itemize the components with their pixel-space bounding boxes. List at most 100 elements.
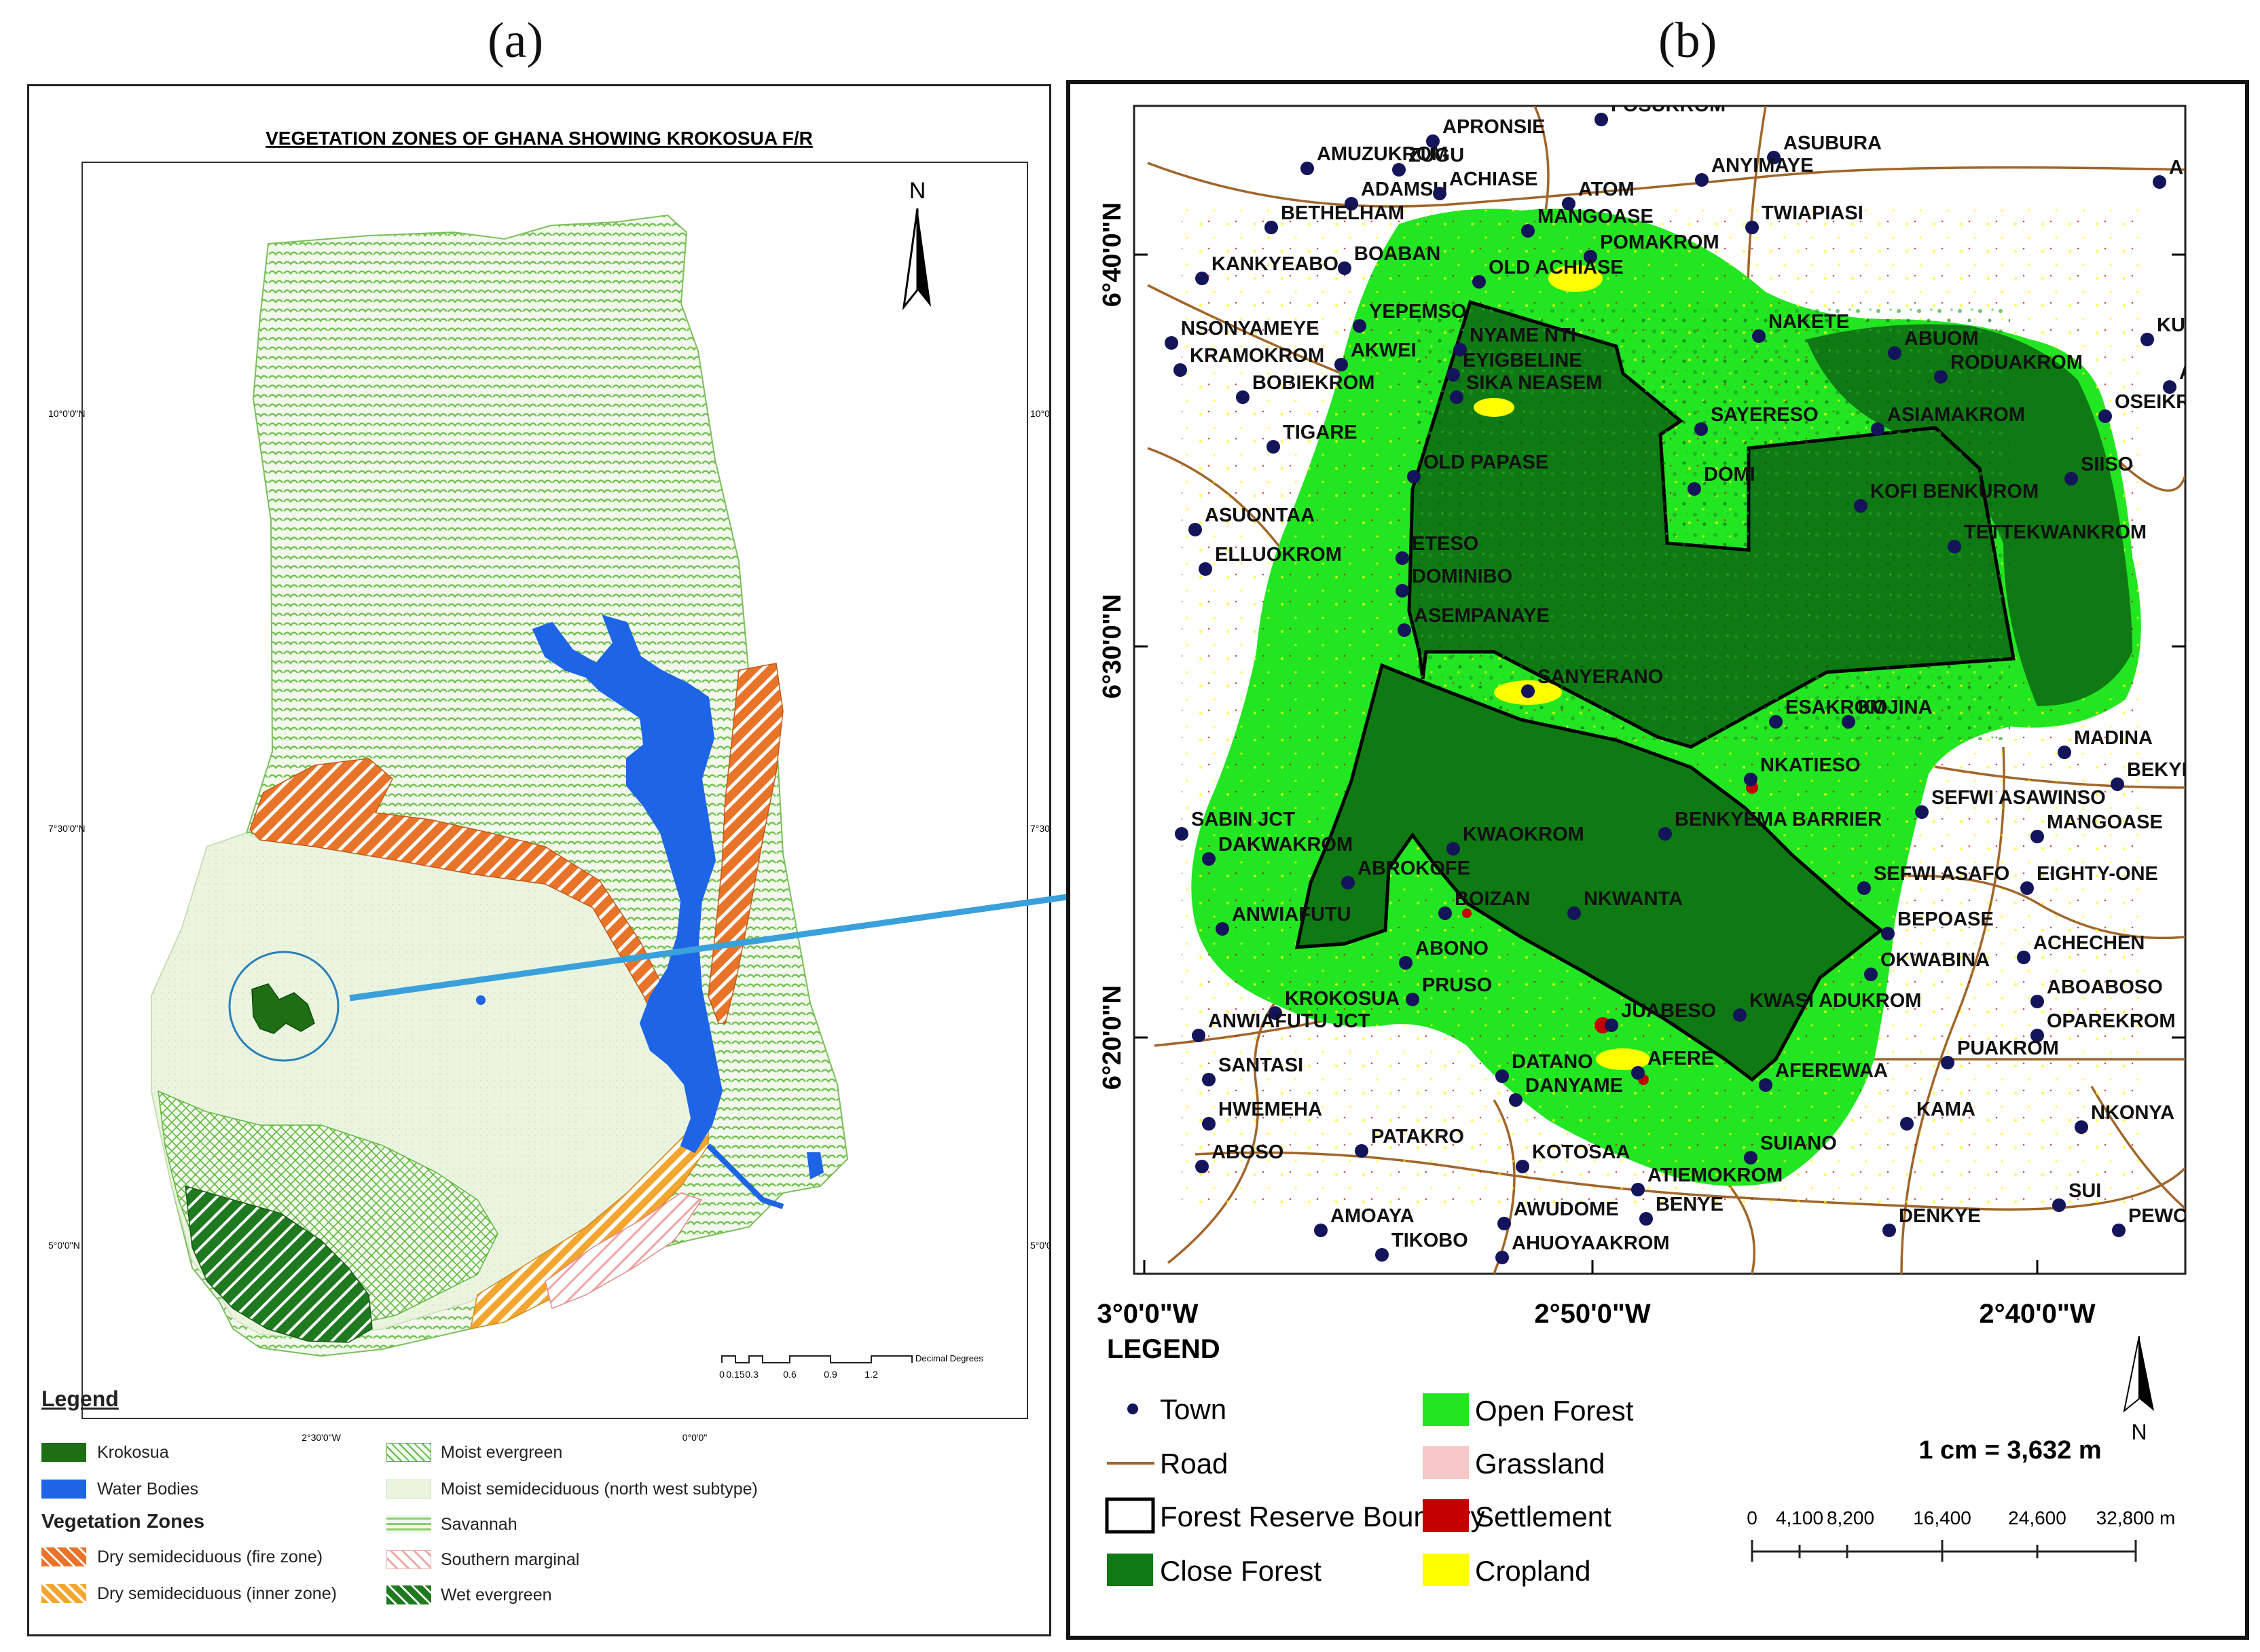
volta-lake <box>532 614 723 1154</box>
town-aboso: ABOSO <box>1195 1141 1283 1173</box>
panel-b-label: (b) <box>1658 13 1717 69</box>
legend-dry-inner-label: Dry semideciduous (inner zone) <box>97 1584 337 1603</box>
town-aniape: ANIAPE <box>2163 362 2185 394</box>
map-b-lat-6-30: 6°30'0"N <box>1098 594 1127 699</box>
panel-a-label: (a) <box>488 13 544 69</box>
town-label: RODUAKROM <box>1950 352 2083 373</box>
town-kankyeabo: KANKYEABO <box>1195 253 1338 285</box>
town-kramokrom: KRAMOKROM <box>1173 345 1324 377</box>
map-b-scale-text: 1 cm = 3,632 m <box>1918 1436 2101 1465</box>
town-label: NKATIESO <box>1760 754 1861 776</box>
map-a-lat-left-5: 5°0'0"N <box>48 1240 80 1251</box>
town-label: KOTOSAA <box>1532 1141 1630 1163</box>
map-a-lat-right-7-30: 7°30'0"N <box>1030 823 1049 834</box>
town-label: DOMINIBO <box>1412 566 1512 587</box>
close-forest-south-reserve <box>1294 663 1884 1082</box>
town-label: ATOM <box>1578 179 1635 200</box>
town-oseikrom: OSEIKROM <box>2098 391 2185 423</box>
town-label: ANWIAFUTU JCT <box>1208 1010 1370 1032</box>
town-marker <box>1264 221 1278 234</box>
map-b-lon-2-50: 2°50'0"W <box>1534 1299 1650 1329</box>
town-label: SIISO <box>2081 454 2133 475</box>
town-marker <box>1399 956 1412 970</box>
town-marker <box>1472 275 1486 289</box>
town-marker <box>1744 1151 1757 1164</box>
town-label: AFEREWAA <box>1775 1060 1888 1082</box>
town-marker <box>1521 684 1535 698</box>
map-a-canvas: VEGETATION ZONES OF GHANA SHOWING KROKOS… <box>48 128 1049 1443</box>
town-marker <box>1433 187 1446 200</box>
town-marker <box>2030 1029 2044 1042</box>
town-benye: BENYE <box>1639 1194 1724 1226</box>
town-mangoase: MANGOASE <box>2030 811 2163 843</box>
svg-text:0.6: 0.6 <box>783 1369 797 1380</box>
town-label: DATANO <box>1512 1051 1593 1073</box>
town-anwiafutu-jct: ANWIAFUTU JCT <box>1192 1010 1370 1042</box>
town-denkye: DENKYE <box>1882 1205 1981 1237</box>
town-sefwi-asawinso: SEFWI ASAWINSO <box>1915 787 2106 819</box>
town-marker <box>1495 1251 1509 1264</box>
town-kotosaa: KOTOSAA <box>1516 1141 1630 1173</box>
town-eteso: ETESO <box>1396 533 1478 565</box>
map-b-lat-6-20: 6°20'0"N <box>1098 985 1127 1090</box>
town-awudome: AWUDOME <box>1497 1198 1619 1230</box>
town-marker <box>1438 906 1452 920</box>
map-b-scale-bar <box>1751 1540 2137 1562</box>
dry-inner-zone <box>470 1104 709 1329</box>
town-label: KANKYEABO <box>1211 253 1338 275</box>
town-label: KWAOKROM <box>1463 824 1584 845</box>
town-label: FOSUKROM <box>1611 94 1726 116</box>
bui-reservoir <box>807 1152 824 1179</box>
town-boaban: BOABAN <box>1338 243 1440 275</box>
town-aferewaa: AFEREWAA <box>1759 1060 1888 1092</box>
town-marker <box>1744 773 1757 786</box>
town-nkwanta: NKWANTA <box>1567 888 1683 920</box>
legend-dry-fire-label: Dry semideciduous (fire zone) <box>97 1547 323 1566</box>
town-label: DANYAME <box>1525 1075 1623 1097</box>
town-label: PEWODIE <box>2128 1205 2221 1227</box>
town-fosukrom: FOSUKROM <box>1594 94 1726 126</box>
town-tigare: TIGARE <box>1266 422 1357 454</box>
krokosua-reserve <box>251 983 315 1034</box>
town-marker <box>1355 1144 1368 1158</box>
legend-grassland-swatch <box>1423 1446 1469 1479</box>
town-marker <box>1888 346 1901 360</box>
town-yepemso: YEPEMSO <box>1353 301 1466 333</box>
town-tikobo: TIKOBO <box>1375 1230 1468 1262</box>
legend-settlement-swatch <box>1423 1499 1469 1532</box>
town-abuom: ABUOM <box>1888 328 1979 360</box>
svg-text:N: N <box>909 178 926 204</box>
town-label: ABONO <box>1415 938 1489 959</box>
town-adamsu: ADAMSU <box>1345 179 1447 210</box>
town-amuzukrom: AMUZUKROM <box>1300 143 1448 175</box>
town-marker <box>1173 363 1187 377</box>
town-mangoase: MANGOASE <box>1521 206 1654 238</box>
town-label: NAKETE <box>1768 311 1849 333</box>
town-label: OKWABINA <box>1880 949 1990 971</box>
town-label: MADINA <box>2074 727 2153 749</box>
town-amoaya: AMOAYA <box>1314 1205 1415 1237</box>
swatch-wet-evergreen <box>386 1585 431 1604</box>
svg-text:0.9: 0.9 <box>824 1369 837 1380</box>
town-label: ASEMPANAYE <box>1414 605 1550 627</box>
town-esakrom: ESAKROM <box>1769 697 1886 729</box>
town-label: ESAKROM <box>1785 697 1886 718</box>
town-label: ELLUOKROM <box>1215 544 1342 566</box>
town-anyimaye: ANYIMAYE <box>1695 155 1813 187</box>
town-label: ABOSO <box>1211 1141 1283 1163</box>
cropland-patches <box>1474 265 1650 1070</box>
town-marker <box>1521 224 1535 238</box>
town-nkatieso: NKATIESO <box>1744 754 1861 786</box>
town-label: ACHIASE <box>1449 168 1538 190</box>
swatch-southern-marginal <box>386 1550 431 1569</box>
town-marker <box>2020 881 2034 895</box>
town-pewodie: PEWODIE <box>2112 1205 2221 1237</box>
town-akwei: AKWEI <box>1334 339 1417 371</box>
town-label: SEFWI ASAFO <box>1874 863 2009 885</box>
town-aboaboso: ABOABOSO <box>2030 976 2163 1008</box>
town-label: PUAKROM <box>1957 1038 2059 1059</box>
town-marker <box>2075 1120 2088 1134</box>
map-b-lon-3-00: 3°0'0"W <box>1097 1299 1199 1329</box>
town-label: JUABESO <box>1621 1000 1716 1022</box>
